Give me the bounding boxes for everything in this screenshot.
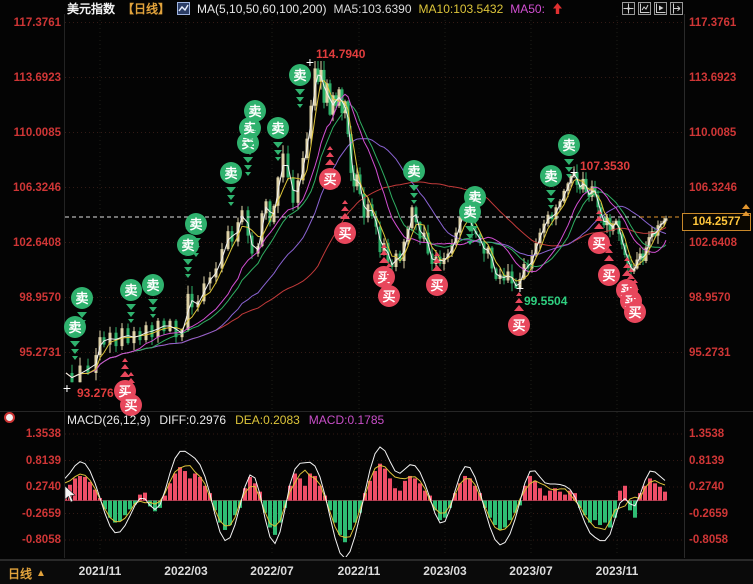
last-price-box: 104.2577 (682, 213, 751, 231)
move-crosshair-button[interactable] (622, 2, 635, 15)
period-tab-daily[interactable]: 日线 ▲ (8, 565, 46, 582)
mouse-cursor-icon (64, 485, 77, 509)
axis-scale-button[interactable] (638, 2, 651, 15)
time-axis-bar (0, 560, 753, 584)
collapse-marker-icon (742, 211, 750, 216)
up-arrow-icon (552, 2, 563, 15)
period-tab-label: 日线 (8, 567, 33, 581)
macd-indicator-header: MACD(26,12,9) DIFF:0.2976 DEA:0.2083 MAC… (67, 413, 384, 427)
candlestick-chart-icon (177, 2, 191, 15)
chart-header: 美元指数 【日线】 MA(5,10,50,60,100,200) MA5:103… (0, 0, 753, 17)
axis-shift-button[interactable] (670, 2, 683, 15)
period-tag: 【日线】 (122, 2, 171, 16)
chart-toolbar (622, 2, 683, 15)
last-price-value: 104.2577 (692, 216, 741, 228)
ma50-label: MA50: (510, 1, 545, 16)
macd-macd-value: MACD:0.1785 (308, 413, 385, 427)
symbol-title: 美元指数 (67, 2, 116, 16)
ma5-value: MA5:103.6390 (333, 1, 412, 16)
crosshair-dot-icon[interactable] (4, 412, 15, 423)
macd-params-label: MACD(26,12,9) (67, 413, 151, 427)
ma-config-label: MA(5,10,50,60,100,200) (197, 1, 327, 16)
collapse-marker-icon (742, 204, 750, 209)
macd-dea-value: DEA:0.2083 (235, 413, 300, 427)
triangle-up-icon: ▲ (36, 568, 46, 579)
axis-play-button[interactable] (654, 2, 667, 15)
ma10-value: MA10:103.5432 (418, 1, 504, 16)
macd-diff-value: DIFF:0.2976 (159, 413, 227, 427)
